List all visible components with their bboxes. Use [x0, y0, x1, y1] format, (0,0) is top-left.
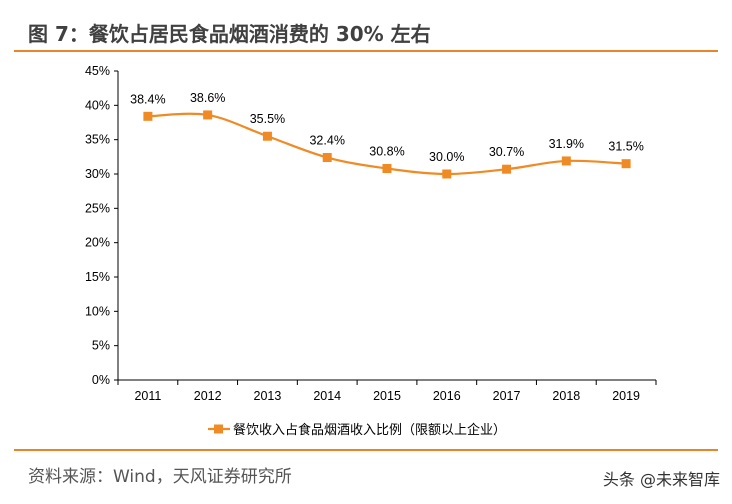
data-label: 32.4%	[309, 134, 344, 148]
x-tick-label: 2016	[433, 389, 461, 403]
y-tick-label: 45%	[85, 64, 110, 78]
data-label: 35.5%	[250, 112, 285, 126]
x-tick-label: 2013	[254, 389, 282, 403]
legend: 餐饮收入占食品烟酒收入比例（限额以上企业）	[208, 422, 506, 438]
legend-marker	[214, 424, 223, 434]
y-tick-label: 10%	[85, 304, 110, 318]
y-tick-label: 0%	[92, 373, 110, 387]
data-label: 31.9%	[549, 137, 584, 151]
x-tick-label: 2014	[313, 389, 341, 403]
data-point-marker	[203, 110, 213, 120]
figure-title: 图 7：餐饮占居民食品烟酒消费的 30% 左右	[28, 22, 431, 46]
x-tick-label: 2011	[134, 389, 161, 403]
data-label: 31.5%	[608, 140, 643, 154]
data-point-marker	[262, 131, 272, 141]
x-tick-label: 2019	[612, 389, 640, 403]
y-tick-label: 30%	[85, 167, 110, 181]
y-tick-label: 35%	[85, 133, 110, 147]
data-point-marker	[382, 164, 392, 174]
x-tick-label: 2015	[373, 389, 401, 403]
bottom-divider	[14, 449, 718, 451]
legend-label: 餐饮收入占食品烟酒收入比例（限额以上企业）	[233, 422, 506, 438]
data-label: 38.6%	[190, 91, 225, 105]
data-point-marker	[143, 111, 153, 121]
watermark: 头条 @未来智库	[602, 470, 720, 489]
data-label: 30.8%	[369, 145, 404, 159]
y-tick-label: 5%	[92, 339, 110, 353]
data-point-marker	[621, 159, 631, 169]
data-point-marker	[442, 169, 452, 179]
y-tick-label: 15%	[85, 270, 110, 284]
source-note: 资料来源：Wind，天风证券研究所	[28, 467, 292, 487]
data-label: 38.4%	[130, 92, 165, 106]
y-tick-label: 25%	[85, 201, 110, 215]
data-point-marker	[561, 156, 571, 166]
data-point-marker	[322, 153, 332, 163]
data-label: 30.0%	[429, 150, 464, 164]
x-tick-label: 2018	[552, 389, 580, 403]
y-tick-label: 20%	[85, 236, 110, 250]
top-divider	[14, 50, 718, 52]
x-tick-label: 2017	[493, 389, 521, 403]
y-tick-label: 40%	[85, 98, 110, 112]
data-label: 30.7%	[489, 145, 524, 159]
x-tick-label: 2012	[194, 389, 222, 403]
data-point-marker	[502, 164, 512, 174]
